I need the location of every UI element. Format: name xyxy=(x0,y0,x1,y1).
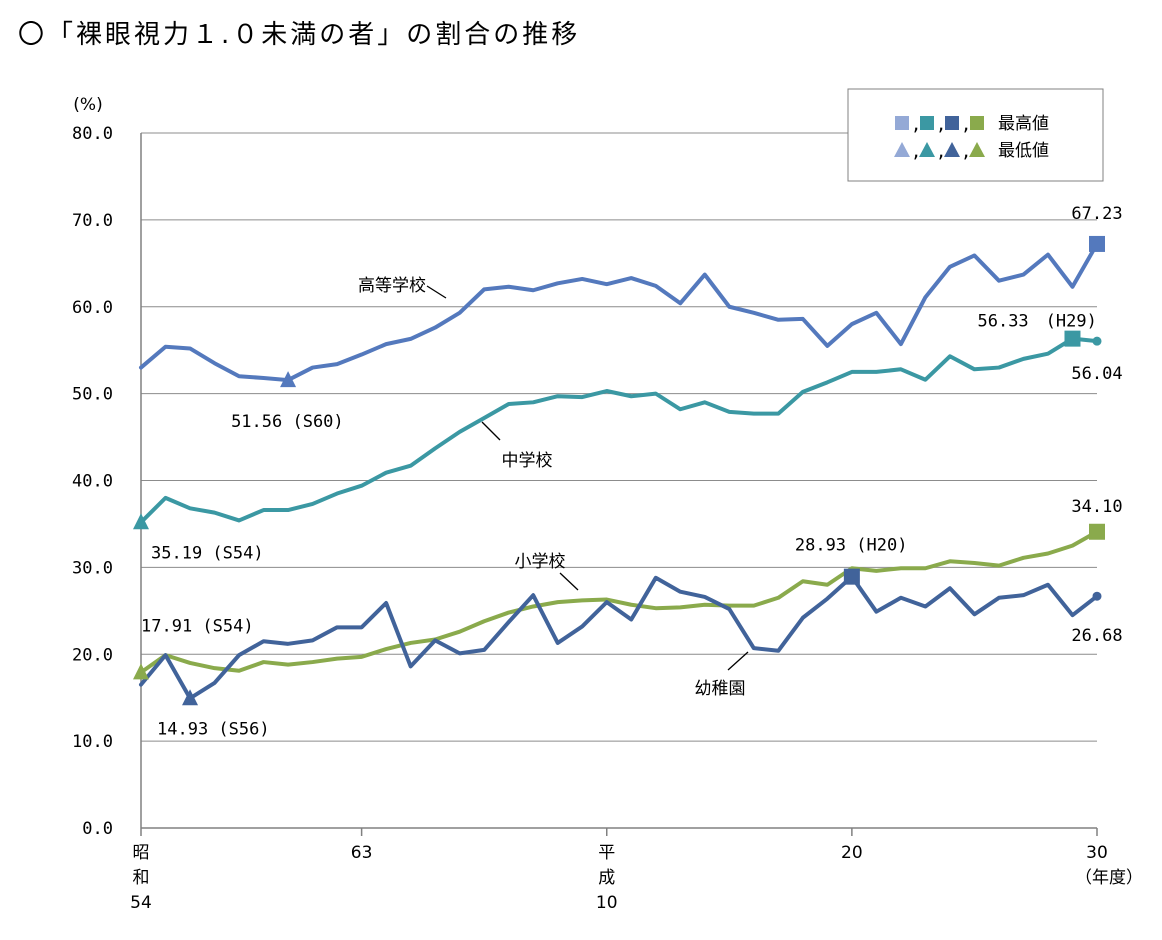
x-tick-label: 成 xyxy=(598,868,615,888)
leader-line xyxy=(481,421,501,441)
series-line-2 xyxy=(139,529,1099,675)
min-marker xyxy=(182,689,199,706)
y-tick-label: 40.0 xyxy=(72,472,113,492)
data-label: 67.23 xyxy=(1071,204,1122,224)
leader-line xyxy=(559,572,579,591)
end-point xyxy=(1092,336,1102,346)
leader-line xyxy=(426,285,447,299)
y-tick-label: 10.0 xyxy=(72,732,113,752)
series-line-3 xyxy=(139,574,1099,701)
legend-label: 最高値 xyxy=(998,114,1049,134)
legend-separator: , xyxy=(961,142,971,162)
x-tick-label: 20 xyxy=(841,843,863,863)
page-title: 〇「裸眼視力１.０未満の者」の割合の推移 xyxy=(18,20,581,50)
data-label: 56.33 (H29) xyxy=(977,312,1096,332)
series-name-label: 小学校 xyxy=(515,552,566,572)
min-marker xyxy=(280,371,297,388)
y-tick-label: 20.0 xyxy=(72,645,113,665)
max-marker xyxy=(1064,330,1081,347)
max-marker xyxy=(843,568,860,585)
y-unit-label: (%) xyxy=(73,95,102,115)
y-tick-label: 0.0 xyxy=(82,819,113,839)
series-line-1 xyxy=(139,336,1099,525)
series-name-label: 高等学校 xyxy=(358,276,426,296)
min-marker xyxy=(133,513,149,530)
legend: ,,, 最高値,,, 最低値 xyxy=(847,88,1104,182)
data-label: 35.19 (S54) xyxy=(151,543,264,563)
legend-triangle-marker xyxy=(894,142,910,157)
legend-triangle-marker xyxy=(919,142,935,157)
legend-triangle-marker xyxy=(944,142,960,157)
y-tick-label: 70.0 xyxy=(72,211,113,231)
legend-separator: , xyxy=(936,115,946,135)
leader-line xyxy=(727,651,749,671)
series-name-label: 幼稚園 xyxy=(695,679,746,699)
max-marker xyxy=(1089,523,1105,540)
legend-square-marker xyxy=(945,116,959,130)
x-tick-label: 昭 xyxy=(133,843,150,863)
x-tick-label: 和 xyxy=(133,868,150,888)
data-label: 56.04 xyxy=(1071,364,1122,384)
data-label: 17.91 (S54) xyxy=(141,616,254,636)
x-tick-label: （年度） xyxy=(1075,868,1143,888)
max-marker xyxy=(1089,235,1105,252)
series-name-label: 中学校 xyxy=(502,451,553,471)
data-label: 26.68 xyxy=(1071,626,1122,646)
data-label: 14.93 (S56) xyxy=(157,719,270,739)
min-marker xyxy=(133,663,149,680)
y-tick-label: 80.0 xyxy=(72,124,113,144)
legend-square-marker xyxy=(970,116,984,130)
legend-separator: , xyxy=(961,115,971,135)
legend-square-marker xyxy=(920,116,934,130)
y-tick-label: 30.0 xyxy=(72,558,113,578)
x-tick-label: 平 xyxy=(598,843,615,863)
y-tick-label: 50.0 xyxy=(72,385,113,405)
legend-separator: , xyxy=(911,142,921,162)
data-label: 34.10 xyxy=(1071,497,1122,517)
legend-separator: , xyxy=(911,115,921,135)
legend-box xyxy=(847,88,1104,182)
legend-triangle-marker xyxy=(969,142,985,157)
x-tick-label: 30 xyxy=(1086,843,1108,863)
data-label: 51.56 (S60) xyxy=(231,412,344,432)
legend-label: 最低値 xyxy=(998,141,1049,161)
end-point xyxy=(1092,591,1102,601)
data-label: 28.93 (H20) xyxy=(795,536,908,556)
series-line-0 xyxy=(139,241,1099,383)
legend-separator: , xyxy=(936,142,946,162)
y-tick-label: 60.0 xyxy=(72,298,113,318)
x-tick-label: 10 xyxy=(596,893,618,913)
x-tick-label: 63 xyxy=(351,843,373,863)
legend-square-marker xyxy=(895,116,909,130)
x-tick-label: 54 xyxy=(130,893,152,913)
